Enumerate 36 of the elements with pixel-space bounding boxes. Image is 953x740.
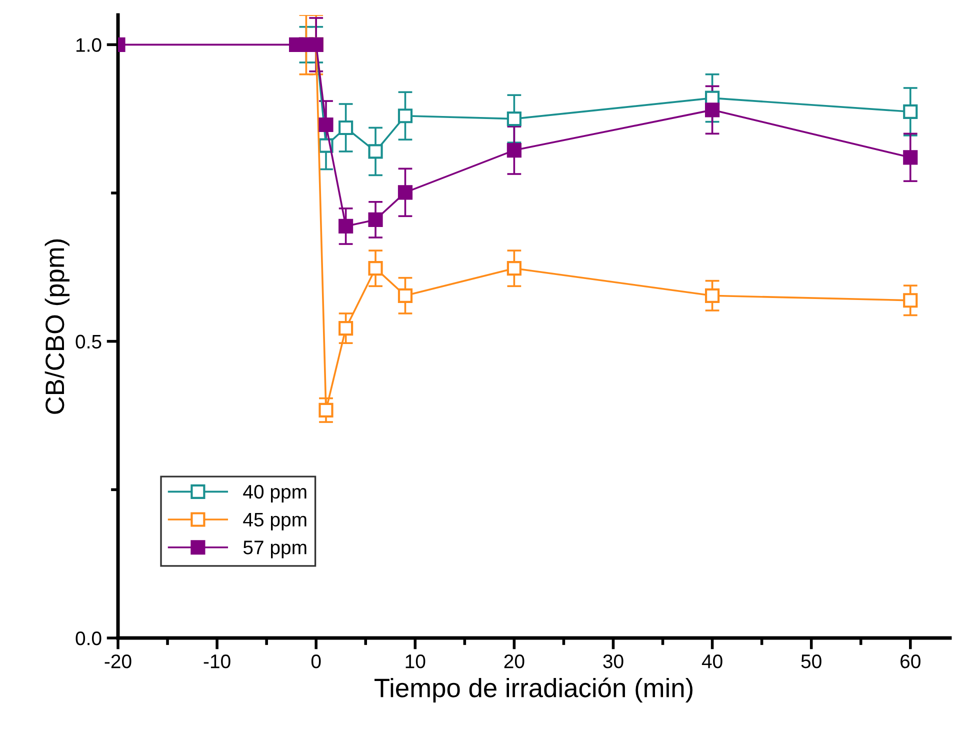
x-axis-title: Tiempo de irradiación (min)	[374, 678, 692, 703]
legend-label: 45 ppm	[243, 512, 306, 530]
point	[368, 144, 383, 159]
y-tick-label: 0.0	[76, 631, 102, 646]
y-axis-title: CB/CBO (ppm)	[44, 239, 70, 414]
x-tick-label: -10	[204, 654, 230, 668]
x-tick-label: 20	[504, 654, 524, 668]
point	[398, 288, 413, 303]
point	[704, 288, 720, 303]
x-tick-label: 30	[603, 654, 624, 668]
x-tick-label: 50	[801, 654, 822, 668]
point	[903, 104, 918, 120]
y-tick-label: 0.5	[76, 334, 102, 349]
legend-label: 40 ppm	[243, 484, 306, 503]
point	[368, 261, 383, 276]
x-tick-label: 60	[900, 654, 920, 668]
y-tick-label: 1.0	[76, 38, 102, 52]
point	[704, 102, 720, 118]
point	[318, 402, 334, 418]
point	[506, 261, 522, 276]
x-tick-label: 0	[311, 654, 321, 668]
point	[338, 218, 354, 234]
point	[903, 150, 918, 165]
point	[398, 108, 413, 124]
point	[398, 185, 413, 200]
x-tick-label: 10	[406, 654, 426, 668]
point	[903, 293, 918, 308]
point	[506, 142, 522, 158]
point	[318, 117, 334, 132]
point	[338, 320, 354, 336]
point	[506, 112, 522, 126]
x-tick-label: -20	[104, 654, 132, 668]
point	[368, 212, 383, 227]
legend-label: 57 ppm	[243, 540, 306, 558]
point	[338, 120, 354, 136]
x-tick-label: 40	[702, 654, 722, 668]
